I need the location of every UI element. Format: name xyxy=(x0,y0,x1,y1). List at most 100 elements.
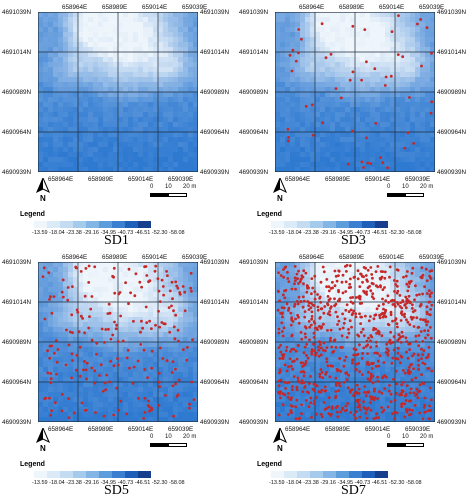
surface-cell xyxy=(330,102,336,108)
sample-point xyxy=(281,357,285,360)
surface-cell xyxy=(193,57,198,63)
sample-point xyxy=(46,371,50,375)
surface-cell xyxy=(325,17,331,23)
sample-point xyxy=(287,309,290,312)
surface-cell xyxy=(98,277,104,283)
surface-cell xyxy=(63,157,69,163)
surface-cell xyxy=(53,287,59,293)
surface-cell xyxy=(360,387,366,393)
surface-cell xyxy=(158,272,164,278)
surface-cell xyxy=(128,367,134,373)
surface-cell xyxy=(193,47,198,53)
sample-point xyxy=(174,280,178,284)
surface-cell xyxy=(173,322,179,328)
sample-point xyxy=(279,350,283,354)
surface-cell xyxy=(345,307,351,313)
surface-cell xyxy=(78,12,84,18)
surface-cell xyxy=(158,347,164,353)
surface-cell xyxy=(275,87,281,93)
surface-cell xyxy=(380,47,386,53)
surface-cell xyxy=(375,102,381,108)
surface-cell xyxy=(113,342,119,348)
surface-cell xyxy=(350,132,356,138)
surface-cell xyxy=(420,77,426,83)
surface-cell xyxy=(375,407,381,413)
legend-labels: -13.59 -18.04 -23.38 -29.16 -34.95 -40.7… xyxy=(32,230,185,236)
surface-cell xyxy=(158,52,164,58)
surface-cell xyxy=(48,57,54,63)
surface-cell xyxy=(68,17,74,23)
surface-cell xyxy=(58,152,64,158)
surface-cell xyxy=(425,22,431,28)
sample-point xyxy=(406,320,410,324)
surface-cell xyxy=(98,152,104,158)
surface-cell xyxy=(148,342,154,348)
surface-cell xyxy=(53,332,59,338)
surface-cell xyxy=(280,397,286,403)
surface-cell xyxy=(123,22,129,28)
sample-point xyxy=(421,417,425,421)
surface-cell xyxy=(410,22,416,28)
surface-cell xyxy=(370,122,376,128)
surface-cell xyxy=(123,382,129,388)
surface-cell xyxy=(380,67,386,73)
surface-cell xyxy=(365,337,371,343)
surface-cell xyxy=(395,262,401,268)
surface-cell xyxy=(425,417,431,422)
surface-cell xyxy=(335,117,341,123)
surface-cell xyxy=(330,132,336,138)
sample-point xyxy=(360,78,363,82)
surface-cell xyxy=(73,57,79,63)
surface-cell xyxy=(128,342,134,348)
surface-cell xyxy=(325,287,331,293)
surface-cell xyxy=(410,322,416,328)
surface-cell xyxy=(73,357,79,363)
sample-point xyxy=(60,409,64,413)
surface-cell xyxy=(295,117,301,123)
surface-cell xyxy=(153,127,159,133)
surface-cell xyxy=(405,317,411,323)
surface-cell xyxy=(280,167,286,172)
surface-cell xyxy=(295,67,301,73)
surface-cell xyxy=(63,112,69,118)
surface-cell xyxy=(410,17,416,23)
surface-cell xyxy=(188,62,194,68)
surface-cell xyxy=(415,97,421,103)
surface-cell xyxy=(325,367,331,373)
surface-cell xyxy=(88,67,94,73)
surface-cell xyxy=(48,82,54,88)
surface-cell xyxy=(350,137,356,143)
surface-cell xyxy=(158,402,164,408)
surface-cell xyxy=(275,127,281,133)
surface-cell xyxy=(133,147,139,153)
northing-label-left: 4691039N xyxy=(2,259,32,266)
surface-cell xyxy=(153,92,159,98)
surface-cell xyxy=(38,322,44,328)
surface-cell xyxy=(178,332,184,338)
surface-cell xyxy=(168,107,174,113)
surface-cell xyxy=(325,317,331,323)
surface-cell xyxy=(360,62,366,68)
surface-cell xyxy=(400,292,406,298)
surface-cell xyxy=(425,77,431,83)
surface-cell xyxy=(123,362,129,368)
surface-cell xyxy=(350,262,356,268)
surface-cell xyxy=(68,122,74,128)
surface-cell xyxy=(103,157,109,163)
surface-cell xyxy=(58,82,64,88)
surface-cell xyxy=(290,322,296,328)
northing-label-left: 4690939N xyxy=(2,419,32,426)
surface-cell xyxy=(73,327,79,333)
surface-cell xyxy=(133,387,139,393)
surface-cell xyxy=(103,82,109,88)
surface-cell xyxy=(163,367,169,373)
surface-cell xyxy=(345,82,351,88)
surface-cell xyxy=(325,102,331,108)
surface-cell xyxy=(68,342,74,348)
surface-cell xyxy=(295,87,301,93)
scale-tick-label: 0 xyxy=(150,184,154,190)
surface-cell xyxy=(395,167,401,172)
surface-cell xyxy=(295,112,301,118)
sample-point xyxy=(423,362,427,366)
surface-cell xyxy=(38,297,44,303)
